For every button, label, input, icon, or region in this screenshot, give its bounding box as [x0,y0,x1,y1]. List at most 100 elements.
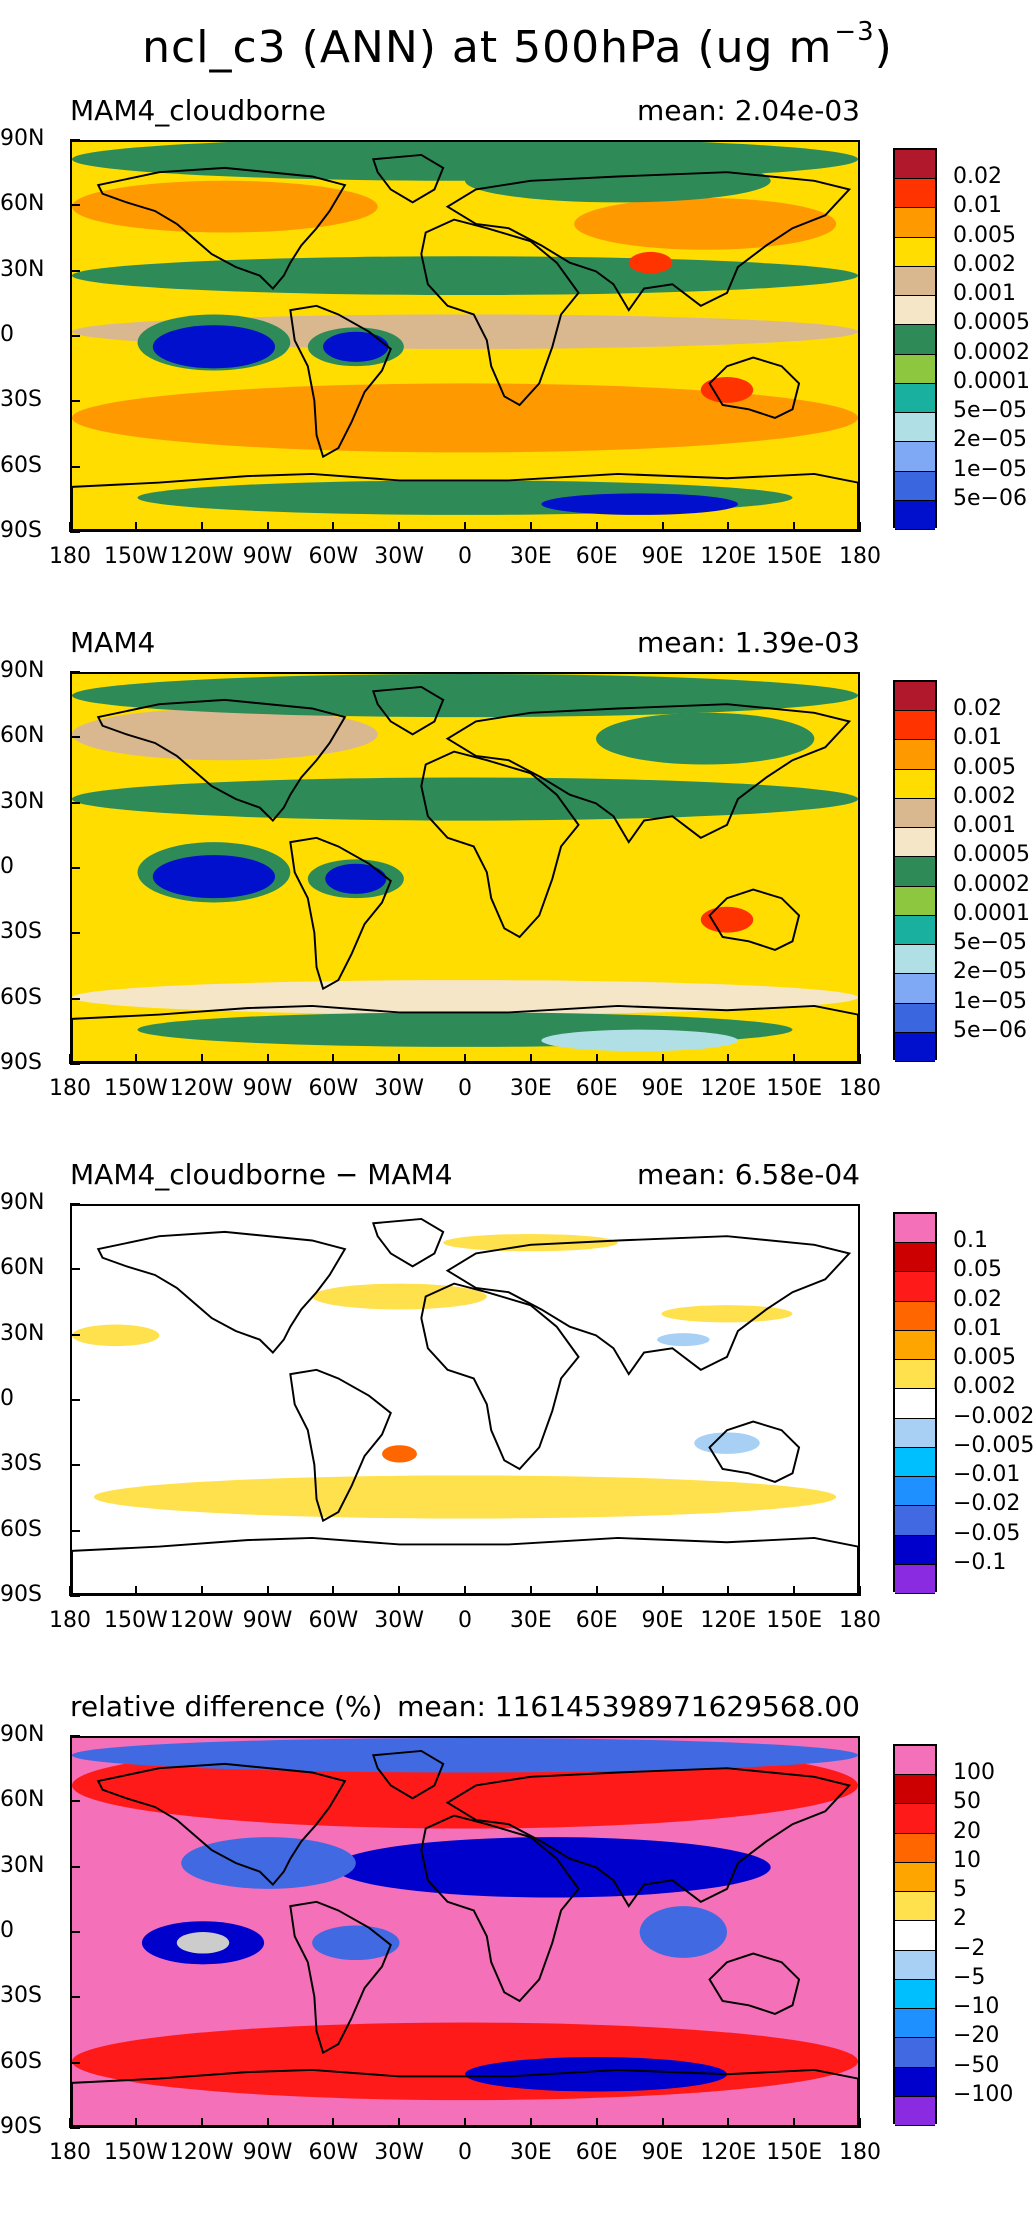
lon-tick [859,522,861,532]
se-atlantic-min [323,331,389,362]
lon-tick [398,2118,401,2128]
panel-mean: mean: 6.58e-04 [636,1158,860,1191]
colorbar-label: 0.01 [953,1315,1002,1341]
lat-tick-label: 30N [0,1320,45,1346]
lat-tick-label: 60S [0,1516,42,1542]
colorbar-swatch [895,1214,935,1244]
lat-tick [70,465,80,468]
lat-tick [70,1203,80,1205]
colorbar-swatch [895,383,935,414]
north-pacific-positive [72,1324,160,1347]
colorbar-swatch [895,1564,935,1594]
lat-tick [70,1865,80,1868]
colorbar-label: −0.01 [953,1462,1021,1488]
colorbar-label: 0.05 [953,1257,1002,1283]
colorbar-swatch [895,471,935,501]
lat-tick-label: 90S [0,518,42,543]
colorbar-label: 0.002 [953,251,1016,277]
colorbar [893,680,937,1062]
lon-tick [464,1054,466,1064]
lat-tick-label: 90N [0,658,45,683]
no-data-patch [176,1932,230,1954]
colorbar-label: 0.005 [953,222,1016,248]
lon-tick [134,2118,137,2128]
maritime-blue [639,1906,727,1958]
lon-tick [332,1054,335,1064]
lon-tick-label: 30E [509,1076,552,1101]
coastline-6 [72,2068,858,2126]
lat-tick-label: 30S [0,387,42,413]
lon-tick [200,2118,203,2128]
lon-tick-label: 30W [374,1608,425,1633]
lon-tick [595,1054,598,1064]
colorbar-label: −0.05 [953,1520,1021,1546]
coastline-4 [445,703,852,844]
colorbar-label: −0.1 [953,1549,1007,1575]
colorbar-label: 0.0001 [953,368,1030,394]
colorbar-label: 1e−05 [953,456,1027,482]
eurasia-blue [334,1837,771,1898]
lon-tick-label: 180 [839,544,881,569]
lon-tick-label: 150E [766,1076,823,1101]
lon-tick-label: 180 [49,1076,91,1101]
colorbar-swatch [895,442,935,472]
colorbar [893,1212,937,1594]
map-panel-1: MAM4_cloudborne mean: 2.04e-03 90N 60N 30N 0 3… [0,94,1035,620]
lon-tick-label: 150W [103,1076,168,1101]
lat-tick-label: 0 [0,322,14,347]
colorbar-swatch [895,150,935,180]
lat-tick [70,1529,80,1532]
colorbar-label: 0.002 [953,1374,1016,1400]
antarctic-min [541,493,738,515]
lon-tick-label: 60W [308,1608,359,1633]
lon-tick-label: 30W [374,1076,425,1101]
colorbar-swatch [895,2038,935,2068]
colorbar-swatch [895,1003,935,1033]
lon-tick-label: 60W [308,2140,359,2165]
colorbar [893,1744,937,2126]
colorbar-label: 2e−05 [953,427,1027,453]
colorbar-swatch [895,1477,935,1507]
colorbar-swatch [895,1892,935,1922]
sh-midlat-band [72,921,858,987]
map-svg [72,674,858,1062]
lon-tick [529,2118,532,2128]
lon-tick-label: 30W [374,2140,425,2165]
field-layer [72,1206,858,1594]
lon-tick [266,2118,269,2128]
coastline-6 [72,1536,858,1594]
lat-tick [70,1464,80,1467]
colorbar-swatch [895,2067,935,2097]
colorbar-swatch [895,1506,935,1536]
lon-tick-label: 150E [766,2140,823,2165]
lat-tick [70,1735,80,1737]
map-panel-2: MAM4 mean: 1.39e-03 90N 60N 30N 0 30S 60S 90S 180… [0,626,1035,1152]
lon-tick [398,1586,401,1596]
lat-tick-label: 60S [0,452,42,478]
colorbar-label: 0.01 [953,725,1002,751]
colorbar-swatch [895,354,935,384]
north-atlantic-positive [312,1283,487,1310]
tropical-green-band [72,256,858,296]
figure-title: ncl_c3 (ANN) at 500hPa (ug m−3) [142,17,893,73]
lon-tick [200,1586,203,1596]
map-svg [72,142,858,530]
lon-tick-label: 120W [169,1608,234,1633]
lon-tick [859,2118,861,2128]
colorbar-swatch [895,1921,935,1951]
lon-tick-label: 120E [700,2140,757,2165]
lon-tick [859,1054,861,1064]
coastline-1 [289,304,392,459]
lon-tick [727,2118,730,2128]
lon-tick [134,522,137,532]
lat-tick-label: 90N [0,126,45,151]
lat-tick [70,801,80,804]
lon-tick [200,1054,203,1064]
lon-tick-label: 60E [575,2140,618,2165]
arctic-blue [72,1738,858,1773]
lon-tick-label: 90E [641,2140,684,2165]
colorbar-swatch [895,413,935,443]
lon-tick-label: 90E [641,1608,684,1633]
coastline-3 [420,1282,580,1471]
colorbar-swatch [895,1243,935,1273]
